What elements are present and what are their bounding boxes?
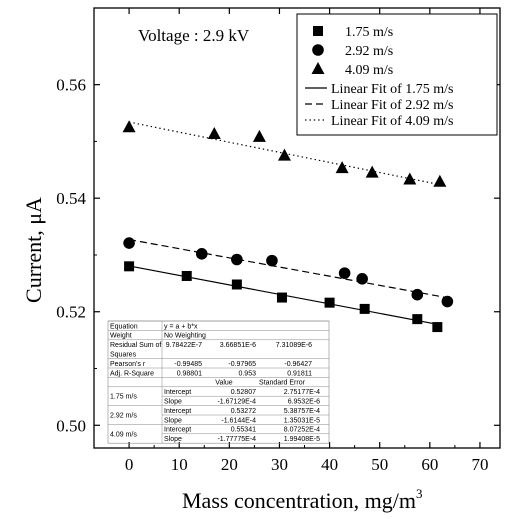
legend-label: 1.75 m/s [345,25,393,40]
x-tick-label: 70 [471,455,488,474]
table-cell: 0.52807 [231,389,256,396]
data-point-square [412,314,423,325]
data-point-circle [231,253,243,266]
table-cell: Slope [164,417,182,424]
x-tick-label: 0 [125,455,134,474]
table-cell: Slope [164,399,182,406]
table-cell: -1.6144E-4 [221,417,256,424]
x-tick-label: 20 [221,455,238,474]
y-tick-label: 0.52 [56,303,86,322]
data-point-triangle [122,120,136,133]
table-cell: 0.91811 [287,370,312,377]
data-point-triangle [335,161,349,174]
voltage-annotation: Voltage : 2.9 kV [138,26,250,45]
y-axis-title: Current, μA [21,197,46,303]
table-cell: Squares [110,352,137,359]
data-point-circle [338,267,351,279]
legend-label: Linear Fit of 2.92 m/s [331,98,454,113]
table-cell: Intercept [164,408,191,415]
data-point-triangle [433,174,447,187]
table-cell: Weight [110,333,132,340]
y-tick-label: 0.50 [56,416,86,435]
legend-label: 2.92 m/s [345,44,393,59]
data-point-square [231,279,242,290]
table-cell: Residual Sum of [110,342,161,349]
table-cell: Intercept [164,427,191,434]
table-group-label: 2.92 m/s [110,413,137,420]
data-point-square [181,270,192,281]
table-cell: 1.35031E-5 [284,417,320,424]
data-point-circle [441,295,454,308]
legend: 1.75 m/s 2.92 m/s 4.09 m/s Linear Fit of 1.… [296,13,498,136]
table-cell: -0.97965 [228,361,256,368]
table-column-header: Value [215,380,232,387]
legend-label: 4.09 m/s [345,63,393,78]
x-tick-label: 60 [421,455,438,474]
table-cell: 6.9532E-6 [288,399,320,406]
x-axis-title: Mass concentration, mg/m3 [182,486,423,513]
x-axis-title-superscript: 3 [416,486,423,501]
table-cell: -0.99485 [174,361,202,368]
data-point-circle [266,254,278,267]
table-cell: 0.98801 [177,370,202,377]
table-group-label: 1.75 m/s [110,394,137,401]
fit-line [128,238,448,299]
table-cell: -1.77775E-4 [217,436,256,443]
stats-table: Equation y = a + b*x Weight No WeightingRes… [107,320,330,444]
table-column-header: Standard Error [259,380,306,387]
table-cell: 0.55341 [231,427,256,434]
data-point-square [324,297,335,308]
table-cell: 0.953 [238,370,256,377]
table-cell: -0.96427 [284,361,312,368]
table-cell: 5.38757E-4 [284,408,320,415]
table-cell: Slope [164,436,182,443]
table-cell: y = a + b*x [164,323,198,330]
data-point-square [276,292,287,303]
data-point-triangle [365,165,379,178]
data-point-circle [195,248,208,260]
table-border [107,320,330,444]
data-point-circle [123,237,135,249]
legend-marker-square [313,26,323,36]
data-point-triangle [207,127,221,140]
x-tick-label: 30 [271,455,288,474]
table-cell: No Weighting [164,333,206,340]
table-cell: 7.31089E-6 [276,342,312,349]
table-cell: Adj. R-Square [110,370,154,377]
table-cell: 8.07252E-4 [284,427,320,434]
x-axis-title-base: Mass concentration, mg/m [182,488,416,513]
table-cell: 0.53272 [231,408,256,415]
data-point-square [432,322,443,333]
x-tick-label: 50 [371,455,388,474]
table-cell: 2.75177E-4 [284,389,320,396]
y-tick-label: 0.56 [56,76,86,95]
legend-label: Linear Fit of 4.09 m/s [331,114,454,129]
table-group-label: 4.09 m/s [110,431,137,438]
data-point-triangle [403,172,417,185]
x-tick-label: 40 [321,455,338,474]
data-point-square [124,261,135,272]
table-cell: Intercept [164,389,191,396]
legend-marker-circle [312,44,324,56]
legend-marker-triangle [311,62,325,74]
data-point-circle [356,273,368,285]
table-cell: Equation [110,323,138,330]
legend-box [296,13,498,136]
table-cell: -1.67129E-4 [217,399,256,406]
x-tick-label: 10 [171,455,188,474]
table-cell: Pearson's r [110,361,146,368]
plot-frame [93,7,501,449]
data-point-square [359,303,370,314]
data-point-triangle [252,129,266,142]
data-point-triangle [277,148,291,161]
y-tick-label: 0.54 [56,189,86,208]
data-point-circle [411,288,424,301]
legend-label: Linear Fit of 1.75 m/s [331,82,454,97]
table-cell: 9.78422E-7 [166,342,202,349]
table-cell: 3.66851E-6 [220,342,256,349]
table-cell: 1.99408E-5 [284,436,320,443]
